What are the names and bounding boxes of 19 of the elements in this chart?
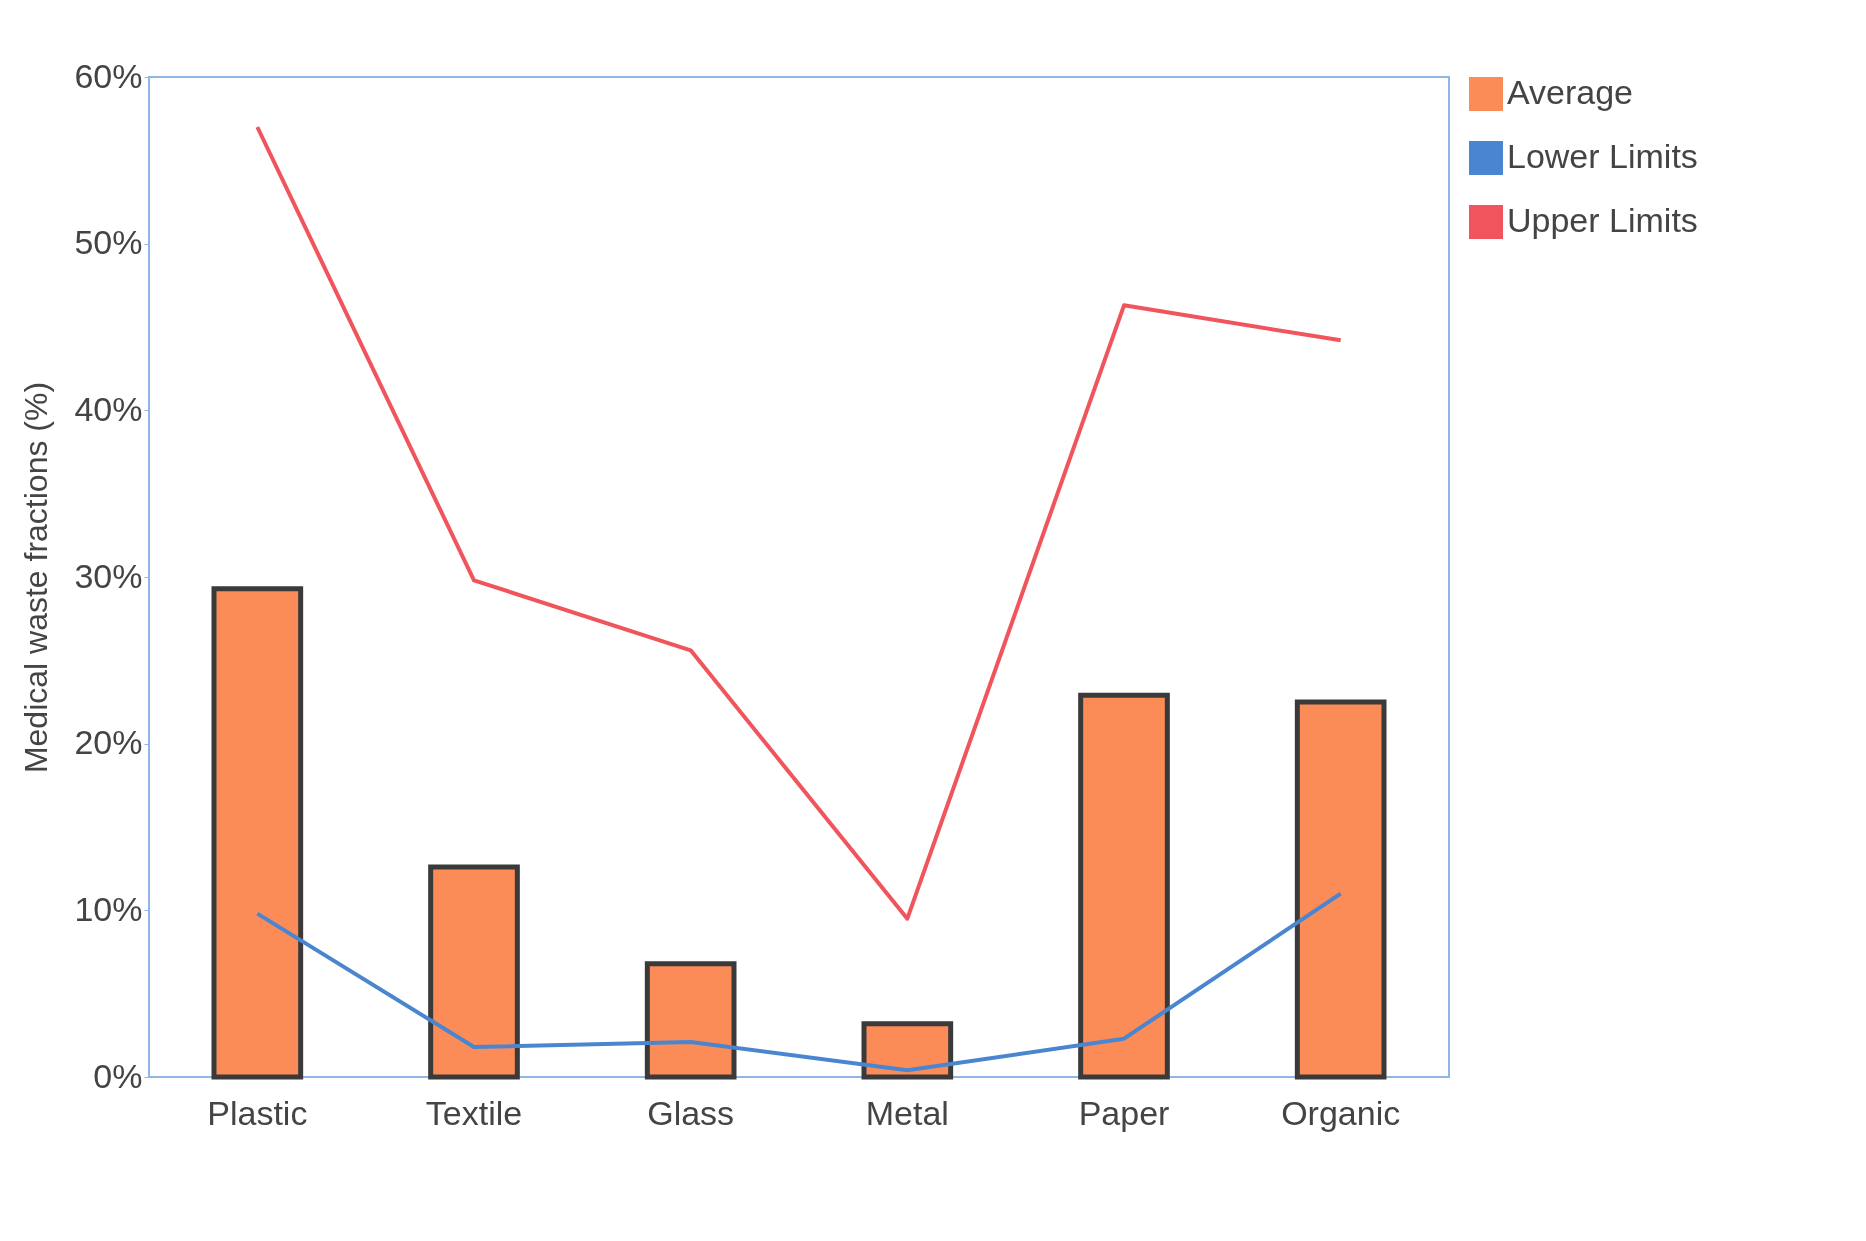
legend-label: Average xyxy=(1507,73,1634,111)
x-tick-label: Textile xyxy=(425,1093,523,1132)
legend-label: Lower Limits xyxy=(1507,137,1698,175)
y-tick-label: 0% xyxy=(93,1056,143,1095)
y-tick-label: 10% xyxy=(74,889,143,928)
legend-label: Upper Limits xyxy=(1507,201,1698,239)
x-tick-label: Glass xyxy=(647,1093,735,1132)
x-tick-label: Paper xyxy=(1078,1093,1170,1132)
x-tick-label: Organic xyxy=(1281,1093,1401,1132)
line-series xyxy=(255,125,1343,921)
y-tick-label: 50% xyxy=(74,223,143,262)
x-tick-label: Metal xyxy=(865,1093,949,1132)
y-tick-label: 20% xyxy=(74,723,143,762)
y-axis-title: Medical waste fractions (%) xyxy=(18,381,55,774)
x-tick-label: Plastic xyxy=(207,1093,308,1132)
y-tick-label: 40% xyxy=(74,389,143,428)
line-series xyxy=(255,891,1343,1073)
y-tick-label: 60% xyxy=(74,56,143,95)
y-tick-label: 30% xyxy=(74,556,143,595)
